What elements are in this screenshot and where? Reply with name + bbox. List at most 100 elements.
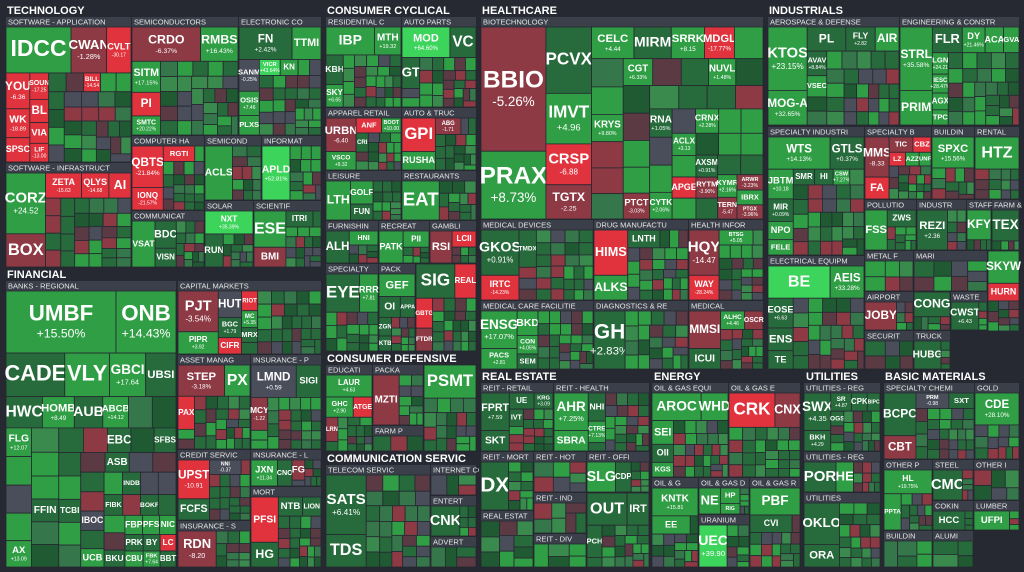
stock-tile[interactable] bbox=[64, 352, 110, 398]
stock-tile[interactable] bbox=[767, 90, 808, 126]
stock-tile[interactable] bbox=[5, 26, 72, 74]
stock-tile[interactable] bbox=[5, 540, 32, 568]
stock-tile[interactable] bbox=[177, 530, 217, 568]
filler-tile bbox=[932, 554, 959, 568]
stock-tile[interactable] bbox=[950, 301, 980, 331]
stock-tile[interactable] bbox=[545, 92, 592, 145]
stock-tile[interactable] bbox=[372, 374, 400, 426]
stock-tile[interactable] bbox=[633, 26, 672, 60]
stock-tile[interactable] bbox=[145, 352, 177, 398]
stock-tile[interactable] bbox=[325, 534, 367, 568]
stock-tile[interactable] bbox=[916, 209, 948, 251]
stock-tile[interactable] bbox=[131, 26, 201, 62]
stock-tile[interactable] bbox=[480, 150, 547, 220]
stock-tile[interactable] bbox=[651, 392, 702, 421]
stock-tile[interactable] bbox=[5, 233, 46, 268]
stock-tile[interactable] bbox=[480, 274, 520, 301]
stock-tile[interactable] bbox=[238, 26, 293, 60]
stock-tile[interactable] bbox=[480, 310, 518, 349]
filler-tile bbox=[587, 442, 606, 452]
stock-tile[interactable] bbox=[767, 136, 831, 170]
stock-tile[interactable] bbox=[159, 550, 177, 568]
stock-tile[interactable] bbox=[913, 291, 951, 318]
stock-tile[interactable] bbox=[987, 250, 1020, 284]
stock-tile[interactable] bbox=[931, 26, 963, 54]
stock-tile[interactable] bbox=[553, 392, 589, 431]
stock-tile[interactable] bbox=[593, 229, 629, 276]
industry-header bbox=[132, 136, 204, 146]
stock-tile[interactable] bbox=[102, 396, 129, 429]
stock-tile[interactable] bbox=[774, 392, 801, 428]
stock-tile[interactable] bbox=[480, 26, 547, 152]
stock-tile[interactable] bbox=[545, 26, 592, 94]
ticker: LC bbox=[163, 538, 174, 547]
stock-tile[interactable] bbox=[883, 392, 917, 437]
stock-tile[interactable] bbox=[131, 145, 164, 188]
filler-tile bbox=[294, 107, 305, 121]
stock-tile[interactable] bbox=[974, 136, 1020, 170]
stock-tile[interactable] bbox=[845, 26, 876, 52]
stock-tile[interactable] bbox=[325, 474, 367, 535]
stock-tile[interactable] bbox=[109, 352, 147, 398]
stock-tile[interactable] bbox=[415, 263, 456, 299]
stock-tile[interactable] bbox=[749, 487, 801, 516]
stock-tile[interactable] bbox=[41, 396, 75, 429]
stock-tile[interactable] bbox=[401, 26, 451, 58]
stock-tile[interactable] bbox=[430, 505, 461, 537]
filler-tile bbox=[939, 408, 953, 421]
stock-tile[interactable] bbox=[204, 145, 233, 201]
stock-tile[interactable] bbox=[480, 461, 510, 511]
stock-tile[interactable] bbox=[931, 136, 975, 169]
stock-tile[interactable] bbox=[803, 461, 837, 493]
stock-tile[interactable] bbox=[974, 392, 1020, 426]
stock-tile[interactable] bbox=[250, 496, 279, 543]
stock-tile[interactable] bbox=[899, 90, 933, 126]
stock-tile[interactable] bbox=[688, 310, 721, 349]
stock-tile[interactable] bbox=[115, 290, 177, 354]
stock-tile[interactable] bbox=[651, 487, 699, 517]
filler-tile bbox=[368, 334, 379, 344]
stock-tile[interactable] bbox=[767, 297, 794, 329]
stock-tile[interactable] bbox=[803, 502, 840, 545]
stock-tile[interactable] bbox=[5, 172, 46, 235]
stock-tile[interactable] bbox=[806, 26, 847, 52]
stock-tile[interactable] bbox=[480, 229, 520, 276]
ticker: KFY bbox=[967, 217, 991, 231]
stock-tile[interactable] bbox=[325, 273, 361, 313]
stock-tile[interactable] bbox=[708, 58, 737, 86]
stock-tile[interactable] bbox=[449, 26, 477, 58]
stock-tile[interactable] bbox=[932, 469, 963, 501]
stock-tile[interactable] bbox=[728, 392, 776, 428]
stock-tile[interactable] bbox=[131, 60, 161, 93]
stock-tile[interactable] bbox=[829, 136, 865, 170]
stock-tile[interactable] bbox=[401, 180, 440, 221]
stock-tile[interactable] bbox=[291, 26, 322, 60]
stock-tile[interactable] bbox=[736, 204, 764, 220]
stock-tile[interactable] bbox=[545, 143, 592, 186]
stock-tile[interactable] bbox=[767, 168, 794, 200]
stock-tile[interactable] bbox=[45, 172, 82, 199]
stock-tile[interactable] bbox=[913, 340, 942, 370]
stock-tile[interactable] bbox=[700, 392, 729, 421]
stock-tile[interactable] bbox=[106, 26, 132, 74]
stock-tile[interactable] bbox=[688, 274, 720, 301]
stock-tile[interactable] bbox=[586, 461, 617, 493]
stock-tile[interactable] bbox=[250, 541, 279, 568]
stock-tile[interactable] bbox=[545, 184, 592, 220]
stock-tile[interactable] bbox=[250, 459, 278, 487]
stock-tile[interactable] bbox=[295, 364, 322, 398]
stock-tile[interactable] bbox=[325, 26, 375, 56]
stock-tile[interactable] bbox=[991, 209, 1020, 242]
stock-tile[interactable] bbox=[622, 192, 651, 220]
stock-tile[interactable] bbox=[250, 364, 297, 398]
stock-tile[interactable] bbox=[5, 352, 66, 398]
stock-tile[interactable] bbox=[803, 392, 832, 431]
stock-tile[interactable] bbox=[177, 459, 210, 500]
stock-tile[interactable] bbox=[70, 26, 107, 74]
stock-tile[interactable] bbox=[591, 26, 635, 60]
stock-tile[interactable] bbox=[767, 265, 831, 299]
stock-tile[interactable] bbox=[704, 26, 735, 60]
stock-tile[interactable] bbox=[177, 364, 225, 397]
stock-tile[interactable] bbox=[670, 26, 705, 60]
stock-tile[interactable] bbox=[591, 114, 624, 143]
